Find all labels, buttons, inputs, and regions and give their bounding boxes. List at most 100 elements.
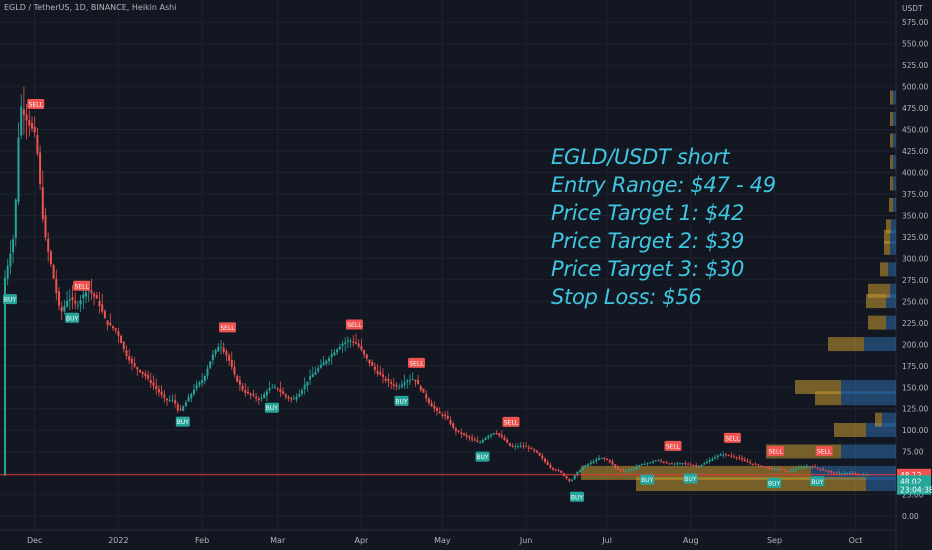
candle-body [603, 458, 606, 459]
candle-body [20, 106, 23, 136]
candle-body [638, 464, 641, 467]
candle-body [552, 467, 555, 470]
volume-bar-sell [890, 90, 893, 105]
candle-body [71, 296, 74, 300]
candle-body [498, 433, 501, 436]
signal-label: BUY [66, 315, 79, 322]
y-tick-label: 100.00 [902, 426, 928, 435]
candle-body [322, 362, 325, 366]
candle-body [352, 341, 355, 343]
candle-body [746, 461, 749, 463]
sell-signal [408, 357, 425, 368]
candle-body [244, 390, 247, 393]
candle-body [117, 331, 120, 336]
candle-body [476, 440, 479, 443]
candle-body [519, 445, 522, 447]
candle-body [160, 391, 163, 395]
candle-body [139, 369, 141, 373]
candle-body [419, 386, 422, 391]
x-tick-label: Jul [601, 536, 612, 545]
volume-bar-buy [893, 154, 896, 169]
candle-body [546, 462, 549, 465]
price-tag-text: 48.02 [900, 477, 922, 486]
candle-body [573, 475, 576, 480]
candle-body [697, 466, 700, 467]
candle-body [571, 479, 573, 481]
candle-body [776, 469, 779, 470]
x-axis[interactable]: Dec 2022 Feb Mar Apr May Jun Jul Aug Sep Oct [27, 536, 862, 545]
candle-body [484, 437, 487, 440]
candle-body [592, 461, 595, 464]
candle-body [22, 109, 25, 116]
candle-body [384, 378, 387, 381]
candle-body [400, 384, 403, 387]
volume-bar-sell [890, 133, 893, 148]
signal-label: SELL [409, 360, 424, 367]
candle-body [560, 470, 563, 473]
volume-bar-sell [886, 219, 891, 234]
candle-body [373, 366, 376, 370]
candle-body [789, 470, 792, 472]
candle-body [733, 456, 735, 458]
candle-body [506, 439, 509, 443]
signal-label: BUY [768, 481, 781, 488]
candle-body [336, 349, 339, 353]
candle-body [406, 380, 409, 383]
x-tick-label: Apr [354, 536, 369, 545]
candle-body [417, 380, 420, 385]
candle-body [176, 404, 179, 411]
candle-body [349, 340, 352, 342]
volume-bar-sell [890, 176, 893, 191]
candle-body [679, 462, 681, 464]
candle-body [387, 379, 390, 382]
volume-bar-buy [886, 294, 896, 309]
candle-body [171, 399, 174, 401]
candle-body [568, 478, 571, 481]
candle-body [800, 467, 803, 469]
volume-bar-sell [795, 380, 841, 395]
candle-body [751, 463, 754, 465]
candle-body [184, 402, 187, 407]
candle-body [55, 278, 58, 294]
candle-body [716, 455, 719, 457]
candle-body [392, 384, 395, 386]
volume-bar-buy [891, 219, 896, 234]
candle-body [268, 388, 271, 391]
candle-body [454, 428, 457, 432]
candle-body [430, 402, 433, 407]
candle-body [662, 461, 665, 463]
candles[interactable] [4, 86, 870, 483]
candle-body [341, 343, 344, 346]
candle-body [155, 385, 158, 389]
candle-body [33, 126, 36, 133]
candle-body [144, 373, 147, 377]
candle-body [106, 320, 109, 326]
candle-body [741, 458, 744, 460]
candle-body [643, 464, 646, 465]
volume-bar-buy [893, 176, 896, 191]
candle-body [827, 470, 830, 472]
candle-body [60, 307, 63, 312]
signal-label: BUY [177, 419, 190, 426]
buy-signal [683, 473, 698, 484]
candle-body [616, 467, 619, 470]
candle-body [473, 439, 476, 441]
candle-body [365, 354, 368, 359]
y-tick-label: 200.00 [902, 340, 928, 349]
candle-body [201, 380, 204, 384]
candle-body [325, 360, 328, 364]
candle-body [654, 460, 657, 462]
annotation-line-6: Stop Loss: $56 [551, 285, 702, 309]
volume-bar-sell [875, 412, 882, 427]
candle-body [409, 380, 411, 381]
candle-body [862, 474, 865, 476]
candle-body [295, 396, 298, 400]
grid [0, 0, 896, 530]
candle-body [190, 393, 193, 399]
candle-body [63, 305, 66, 312]
candle-body [217, 347, 220, 352]
volume-bar-buy [893, 197, 896, 212]
candle-body [468, 436, 471, 439]
candle-body [787, 471, 789, 473]
